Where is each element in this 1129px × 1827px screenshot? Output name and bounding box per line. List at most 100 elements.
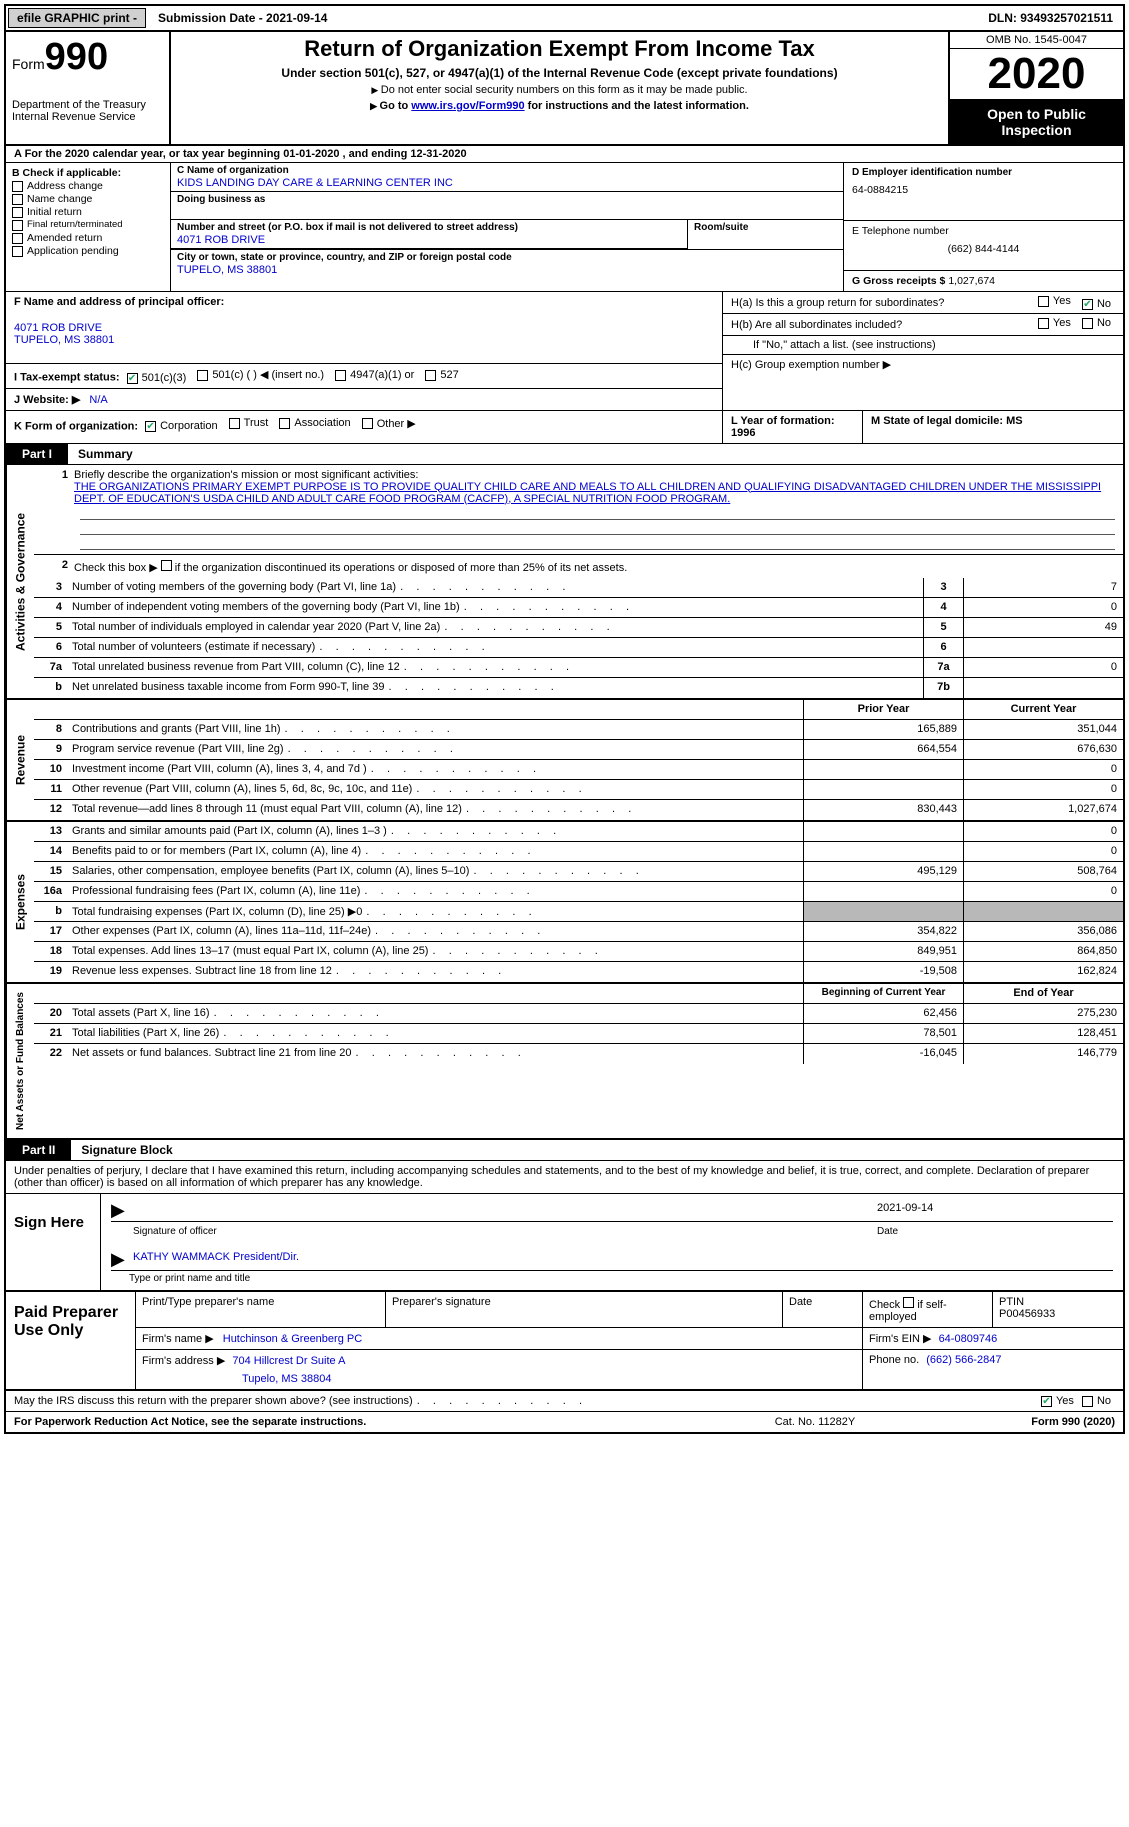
- line-num: 11: [34, 780, 66, 799]
- form-word: Form: [12, 56, 45, 72]
- prior-val: 849,951: [803, 942, 963, 961]
- block-b-to-g: B Check if applicable: Address change Na…: [6, 163, 1123, 292]
- line-desc: Number of voting members of the governin…: [66, 578, 923, 597]
- fhk-right: H(a) Is this a group return for subordin…: [723, 292, 1123, 410]
- line-val: 7: [963, 578, 1123, 597]
- end-year-hdr: End of Year: [963, 984, 1123, 1003]
- irs-link[interactable]: www.irs.gov/Form990: [411, 100, 524, 112]
- line-box: 6: [923, 638, 963, 657]
- line2-text-b: if the organization discontinued its ope…: [175, 562, 628, 574]
- line-val: 49: [963, 618, 1123, 637]
- chk-application-pending[interactable]: [12, 246, 23, 257]
- prep-h2: Preparer's signature: [386, 1292, 783, 1327]
- lbl-4947: 4947(a)(1) or: [350, 369, 414, 381]
- line-desc: Other expenses (Part IX, column (A), lin…: [66, 922, 803, 941]
- subtitle-1: Under section 501(c), 527, or 4947(a)(1)…: [179, 66, 940, 80]
- chk-other[interactable]: [362, 418, 373, 429]
- firm-phone-lbl: Phone no.: [869, 1354, 919, 1366]
- firm-addr1: 704 Hillcrest Dr Suite A: [232, 1355, 345, 1367]
- line2-text-a: Check this box ▶: [74, 562, 161, 574]
- line-box: 7a: [923, 658, 963, 677]
- mission-text[interactable]: THE ORGANIZATIONS PRIMARY EXEMPT PURPOSE…: [74, 481, 1101, 505]
- cat-no: Cat. No. 11282Y: [715, 1416, 915, 1428]
- net-header-row: Beginning of Current Year End of Year: [34, 984, 1123, 1004]
- firm-addr2: Tupelo, MS 38804: [242, 1373, 856, 1385]
- mission-block: 1 Briefly describe the organization's mi…: [34, 465, 1123, 555]
- line-val: [963, 678, 1123, 698]
- i-label: I Tax-exempt status:: [14, 372, 120, 384]
- chk-4947[interactable]: [335, 370, 346, 381]
- line-num: 18: [34, 942, 66, 961]
- blank-2: [80, 520, 1115, 535]
- chk-527[interactable]: [425, 370, 436, 381]
- part1-header: Part I Summary: [6, 444, 1123, 465]
- line-20: 20 Total assets (Part X, line 16) 62,456…: [34, 1004, 1123, 1024]
- lbl-ha-yes: Yes: [1053, 295, 1071, 307]
- chk-hb-no[interactable]: [1082, 318, 1093, 329]
- paid-preparer-label: Paid Preparer Use Only: [6, 1292, 136, 1389]
- line-box: 4: [923, 598, 963, 617]
- line-num: b: [34, 902, 66, 921]
- chk-corporation[interactable]: [145, 421, 156, 432]
- form-ref: Form 990 (2020): [915, 1416, 1115, 1428]
- c-room-label: Room/suite: [694, 222, 837, 233]
- chk-ha-no[interactable]: [1082, 299, 1093, 310]
- omb-number: OMB No. 1545-0047: [950, 32, 1123, 49]
- c-city-label: City or town, state or province, country…: [177, 252, 837, 263]
- sig-date-cap: Date: [873, 1224, 1113, 1239]
- header-mid: Return of Organization Exempt From Incom…: [171, 32, 948, 144]
- sign-here-label: Sign Here: [6, 1194, 101, 1290]
- chk-discuss-yes[interactable]: [1041, 1396, 1052, 1407]
- chk-501c3[interactable]: [127, 373, 138, 384]
- chk-501c[interactable]: [197, 370, 208, 381]
- side-revenue: Revenue: [6, 700, 34, 820]
- efile-print-button[interactable]: efile GRAPHIC print -: [8, 8, 146, 28]
- lbl-discuss-no: No: [1097, 1395, 1111, 1407]
- line-desc: Net unrelated business taxable income fr…: [66, 678, 923, 698]
- line-val: [963, 638, 1123, 657]
- chk-discuss-no[interactable]: [1082, 1396, 1093, 1407]
- line-b: b Total fundraising expenses (Part IX, c…: [34, 902, 1123, 922]
- gov-line-4: 4 Number of independent voting members o…: [34, 598, 1123, 618]
- chk-trust[interactable]: [229, 418, 240, 429]
- lbl-name-change: Name change: [27, 193, 92, 205]
- lbl-hb-yes: Yes: [1053, 317, 1071, 329]
- line2-block: 2 Check this box ▶ if the organization d…: [34, 555, 1123, 578]
- current-val: [963, 902, 1123, 921]
- line-desc: Total liabilities (Part X, line 26): [66, 1024, 803, 1043]
- chk-self-employed[interactable]: [903, 1297, 914, 1308]
- lbl-application-pending: Application pending: [27, 245, 119, 257]
- chk-final-return[interactable]: [12, 220, 23, 231]
- current-val: 1,027,674: [963, 800, 1123, 820]
- line-num: 12: [34, 800, 66, 820]
- line-12: 12 Total revenue—add lines 8 through 11 …: [34, 800, 1123, 820]
- chk-hb-yes[interactable]: [1038, 318, 1049, 329]
- line-desc: Total revenue—add lines 8 through 11 (mu…: [66, 800, 803, 820]
- side-expenses: Expenses: [6, 822, 34, 982]
- chk-address-change[interactable]: [12, 181, 23, 192]
- governance-section: Activities & Governance 1 Briefly descri…: [6, 465, 1123, 700]
- sig-name-cap: Type or print name and title: [129, 1273, 250, 1284]
- line-num: 3: [34, 578, 66, 597]
- l-year: L Year of formation: 1996: [731, 415, 835, 439]
- paid-preparer-block: Paid Preparer Use Only Print/Type prepar…: [6, 1292, 1123, 1391]
- sig-arrow-2: ▶: [111, 1249, 129, 1270]
- form-990-page: efile GRAPHIC print - Submission Date - …: [4, 4, 1125, 1434]
- chk-ha-yes[interactable]: [1038, 296, 1049, 307]
- chk-amended-return[interactable]: [12, 233, 23, 244]
- chk-name-change[interactable]: [12, 194, 23, 205]
- c-dba-label: Doing business as: [177, 194, 837, 205]
- chk-line2[interactable]: [161, 560, 172, 571]
- prior-val: 664,554: [803, 740, 963, 759]
- chk-association[interactable]: [279, 418, 290, 429]
- current-val: 275,230: [963, 1004, 1123, 1023]
- line-desc: Program service revenue (Part VIII, line…: [66, 740, 803, 759]
- firm-phone-val: (662) 566-2847: [926, 1354, 1001, 1366]
- lbl-final-return: Final return/terminated: [27, 219, 123, 230]
- chk-initial-return[interactable]: [12, 207, 23, 218]
- lbl-discuss-yes: Yes: [1056, 1395, 1074, 1407]
- column-b: B Check if applicable: Address change Na…: [6, 163, 171, 291]
- firm-addr-lbl: Firm's address ▶: [142, 1355, 225, 1367]
- line-17: 17 Other expenses (Part IX, column (A), …: [34, 922, 1123, 942]
- f-addr1: 4071 ROB DRIVE: [14, 322, 714, 334]
